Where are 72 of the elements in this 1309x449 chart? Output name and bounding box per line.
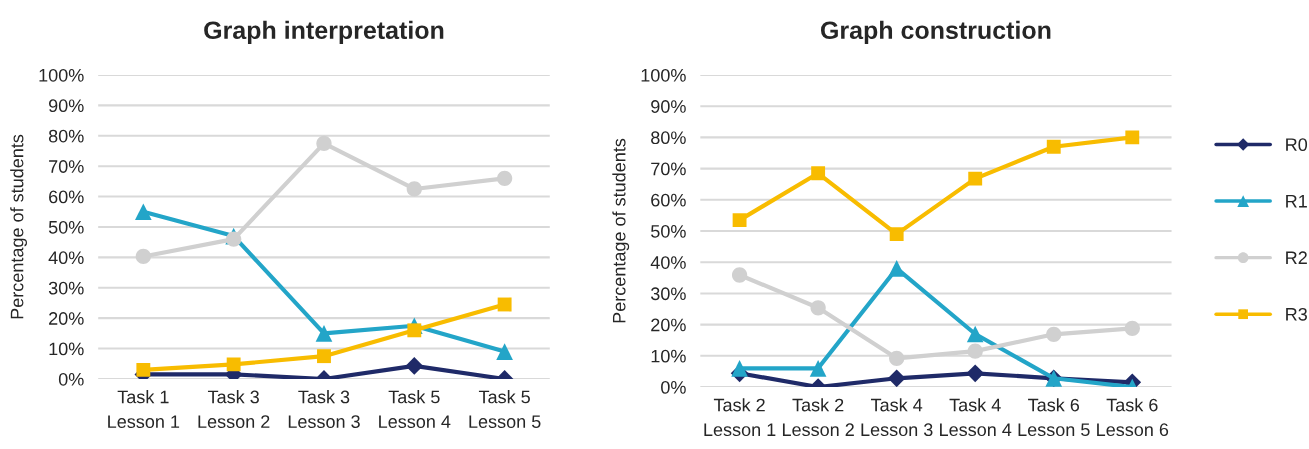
point [407,323,422,338]
point [496,170,513,186]
y-axis-title: Percentage of students [10,134,27,319]
x-tick-label: Task 3 Lesson 3 [288,390,360,429]
x-tick-label: Task 6 Lesson 6 [1097,398,1169,437]
legend-label: R2 [1286,251,1307,264]
point [968,171,983,186]
chart-title: Graph interpretation [204,20,444,45]
point [1124,320,1140,337]
y-tick-label: 60% [651,193,686,207]
point [810,300,826,316]
point [732,213,747,228]
x-tick-label: Task 1 Lesson 1 [108,390,180,429]
y-tick-label: 90% [49,99,84,113]
point [811,166,826,181]
y-tick-label: 70% [651,162,686,176]
point [496,343,513,360]
point [315,325,333,342]
point [1046,139,1061,154]
y-tick-label: 80% [48,129,84,143]
point [405,357,424,375]
point [966,364,985,383]
legend-label: R3 [1286,307,1307,321]
y-tick-label: 60% [49,190,84,204]
y-tick-label: 70% [49,160,84,173]
y-axis-title: Percentage of students [612,138,630,323]
y-tick-label: 50% [48,220,84,234]
point [406,181,422,197]
point [887,369,906,388]
legend-label: R0 [1286,138,1308,152]
x-tick-label: Task 5 Lesson 4 [379,390,451,429]
y-tick-label: 0% [661,380,686,394]
y-tick-label: 40% [48,251,84,265]
x-tick-label: Task 6 Lesson 5 [1018,398,1090,437]
x-tick-label: Task 3 Lesson 2 [198,390,270,429]
point [135,248,151,265]
point [497,297,512,312]
y-tick-label: 80% [651,131,686,145]
y-tick-label: 100% [641,68,686,82]
legend-label: R1 [1286,194,1307,208]
x-tick-label: Task 2 Lesson 1 [704,398,776,437]
point [1125,130,1140,145]
x-tick-label: Task 4 Lesson 4 [940,398,1012,437]
point [889,350,905,366]
x-tick-label: Task 5 Lesson 5 [469,390,541,429]
point [135,203,152,221]
point [888,260,905,277]
y-tick-label: 30% [650,287,686,301]
point [731,267,748,283]
x-tick-label: Task 4 Lesson 3 [861,398,933,437]
point [317,349,331,364]
point [1046,326,1062,342]
point [226,231,242,247]
y-tick-label: 10% [651,349,686,363]
y-tick-label: 100% [39,68,84,82]
point [967,343,983,359]
chart-title: Graph construction [820,20,1051,45]
point [316,135,332,152]
x-tick-label: Task 2 Lesson 2 [782,398,854,437]
y-tick-label: 20% [651,318,686,332]
y-tick-label: 90% [651,100,686,113]
y-tick-label: 0% [58,372,84,386]
y-tick-label: 10% [49,342,84,356]
point [889,227,904,242]
point [731,359,748,377]
y-tick-label: 40% [650,256,686,269]
point [966,325,984,343]
y-tick-label: 50% [651,224,686,238]
point [226,357,241,372]
y-tick-label: 30% [48,281,84,295]
point [809,359,827,377]
y-tick-label: 20% [49,312,84,325]
